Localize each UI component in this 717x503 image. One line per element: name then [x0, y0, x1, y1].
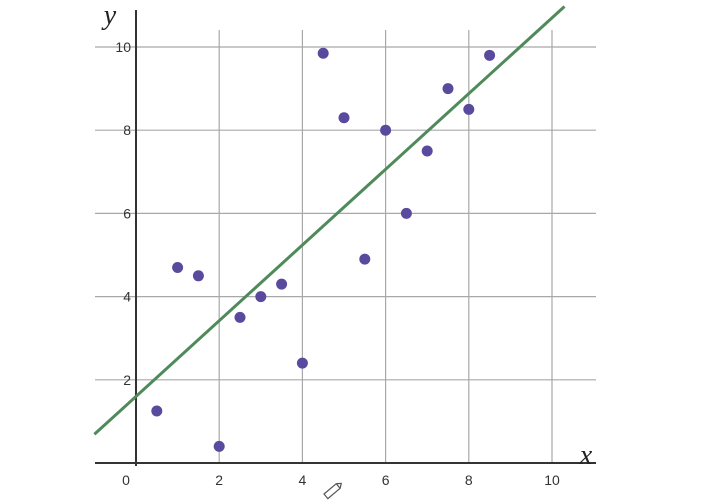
pencil-icon	[323, 482, 343, 500]
data-point-8	[296, 357, 308, 369]
y-tick-label-6: 6	[123, 205, 131, 221]
grid	[95, 30, 596, 463]
x-tick-label-2: 2	[215, 472, 223, 488]
points-layer	[151, 47, 496, 452]
x-tick-label-8: 8	[465, 472, 473, 488]
data-point-5	[234, 311, 246, 323]
data-point-9	[317, 47, 329, 59]
data-point-1	[151, 405, 163, 417]
y-axis-title: y	[101, 0, 117, 31]
data-point-10	[338, 112, 350, 124]
fit-line-layer	[93, 5, 566, 436]
data-point-11	[359, 253, 371, 265]
data-point-12	[380, 124, 392, 136]
data-point-4	[213, 440, 225, 452]
data-point-6	[255, 291, 267, 303]
x-tick-label-4: 4	[299, 472, 307, 488]
x-tick-label-6: 6	[382, 472, 390, 488]
data-point-3	[192, 270, 204, 282]
data-point-2	[172, 261, 184, 273]
labels-layer: 0 2 4 6 8 10 2 4 6 8 10	[115, 39, 560, 488]
y-tick-label-2: 2	[123, 372, 131, 388]
data-point-16	[463, 103, 475, 115]
data-point-13	[400, 207, 412, 219]
regression-line	[93, 5, 566, 436]
data-point-17	[484, 49, 496, 61]
data-point-7	[276, 278, 288, 290]
axes	[95, 10, 596, 466]
x-tick-label-0: 0	[122, 472, 130, 488]
data-point-14	[421, 145, 433, 157]
data-point-15	[442, 83, 454, 95]
y-tick-label-10: 10	[115, 39, 131, 55]
x-axis-title: x	[579, 440, 593, 471]
x-tick-label-10: 10	[544, 472, 560, 488]
y-tick-label-4: 4	[123, 289, 131, 305]
y-tick-label-8: 8	[123, 122, 131, 138]
